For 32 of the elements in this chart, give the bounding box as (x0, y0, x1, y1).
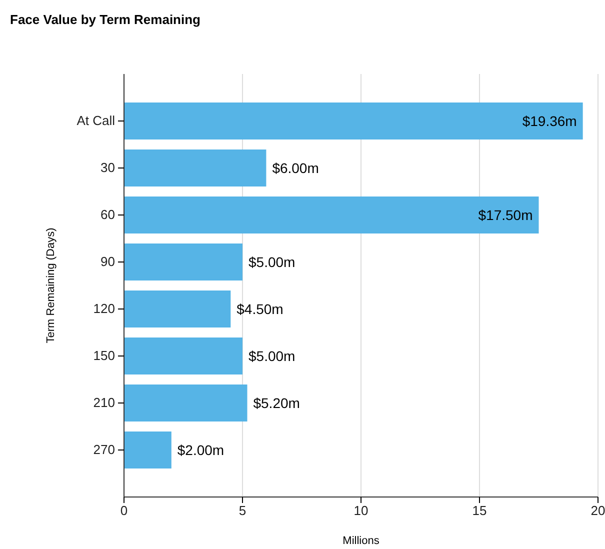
y-tick-label: 120 (93, 301, 115, 316)
data-label: $4.50m (236, 301, 284, 317)
bar (124, 196, 539, 234)
x-tick-label: 0 (120, 503, 128, 518)
bar (124, 384, 248, 422)
data-label: $6.00m (272, 160, 319, 176)
y-tick-label: 270 (93, 442, 115, 458)
data-label: $19.36m (522, 113, 577, 129)
data-label: $5.00m (248, 348, 296, 364)
x-tick-label: 5 (238, 503, 246, 518)
bar (124, 432, 172, 468)
data-label: $2.00m (177, 442, 224, 458)
y-tick-label: 60 (100, 207, 115, 222)
y-tick-label: At Call (76, 113, 116, 128)
y-tick-label: 150 (93, 348, 115, 364)
x-axis-title: Millions (342, 535, 380, 547)
bar (124, 290, 231, 328)
bar (124, 338, 242, 374)
y-tick-label: 90 (100, 254, 115, 270)
data-label: $5.00m (248, 254, 296, 270)
chart-title: Face Value by Term Remaining (10, 12, 201, 27)
bar (124, 150, 266, 186)
x-tick-label: 20 (590, 503, 605, 518)
bar (124, 244, 242, 280)
y-tick-label: 30 (100, 160, 115, 176)
x-tick-label: 15 (472, 503, 487, 518)
x-tick-label: 10 (354, 503, 368, 518)
y-axis-title: Term Remaining (Days) (45, 228, 57, 344)
data-label: $5.20m (253, 395, 300, 411)
data-label: $17.50m (478, 207, 533, 223)
y-tick-label: 210 (93, 395, 115, 410)
bar (124, 102, 583, 140)
